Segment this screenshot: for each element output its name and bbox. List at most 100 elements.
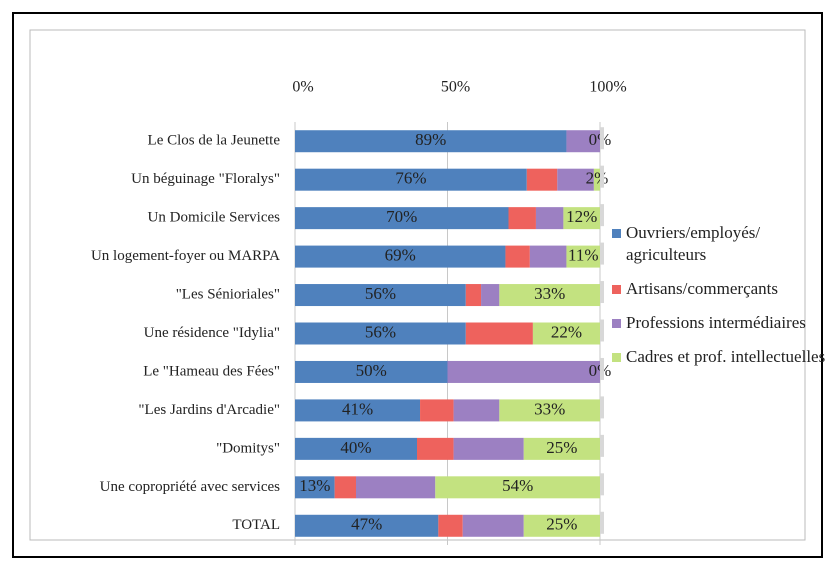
bar-depth [600,434,604,457]
bar-depth [600,511,604,534]
category-label: "Les Sénioriales" [176,286,280,302]
value-label: 11% [568,245,599,264]
bar-segment [295,284,466,307]
bar-segment [295,207,509,230]
bar-segment [462,514,524,537]
value-label: 50% [356,361,387,380]
x-tick-label: 100% [589,79,626,96]
category-label: Une copropriété avec services [100,479,280,495]
value-label: 13% [299,476,330,495]
legend: Ouvriers/employés/ agriculteurs Artisans/… [612,222,827,380]
bar-segment [356,476,436,499]
bar-segment [593,168,600,191]
legend-label: Artisans/commerçants [626,279,779,298]
bar-depth [600,473,604,496]
bar-segment [508,207,536,230]
bar-segment [505,245,530,268]
legend-label: Professions intermédiaires [626,313,806,332]
bar-segment [435,476,600,499]
bar-segment [481,284,500,307]
bar-segment [295,476,335,499]
bar-segment [417,437,454,460]
bar-segment [529,245,567,268]
value-label: 41% [342,399,373,418]
bar-segment [447,360,600,383]
value-label: 70% [386,207,417,226]
x-tick-label: 0% [292,79,313,96]
legend-label: Ouvriers/employés/ agriculteurs [626,223,761,264]
legend-item: Ouvriers/employés/ agriculteurs [612,222,827,266]
value-label: 56% [365,284,396,303]
bar-segment [453,399,500,422]
value-label: 40% [340,438,371,457]
category-label: TOTAL [232,517,280,533]
value-label: 22% [551,322,582,341]
value-label: 69% [385,245,416,264]
category-label: "Domitys" [216,440,280,456]
chart-frame [29,29,806,541]
value-label: 76% [395,169,426,188]
bar-segment [557,168,594,191]
value-label: 33% [534,284,565,303]
value-label: 25% [546,438,577,457]
bar-segment [295,130,567,153]
bar-segment [499,399,600,422]
legend-swatch [612,353,621,362]
bar-segment [526,168,558,191]
bar-depth [600,242,604,265]
bar-segment [499,284,600,307]
bar-segment [295,245,506,268]
bar-segment [523,514,600,537]
bar-segment [295,514,439,537]
category-label: Un logement-foyer ou MARPA [91,248,280,264]
bar-segment [295,360,448,383]
bar-segment [420,399,454,422]
bar-segment [535,207,564,230]
legend-item: Artisans/commerçants [612,278,827,300]
value-label: 54% [502,476,533,495]
legend-swatch [612,319,621,328]
category-label: "Les Jardins d'Arcadie" [138,402,280,418]
value-label: 89% [415,130,446,149]
bar-segment [295,168,527,191]
category-label: Le Clos de la Jeunette [148,133,281,149]
bar-depth [600,165,604,188]
value-label: 56% [365,322,396,341]
bar-segment [465,284,482,307]
bar-segment [295,437,417,460]
value-label: 2% [586,169,609,188]
category-label: Un Domicile Services [148,210,281,226]
legend-swatch [612,285,621,294]
category-label: Une résidence "Idylia" [144,325,280,341]
bar-segment [295,322,466,345]
bar-depth [600,127,604,150]
value-label: 12% [566,207,597,226]
value-label: 33% [534,399,565,418]
bar-segment [566,245,600,268]
bar-segment [563,207,600,230]
bar-segment [295,399,421,422]
bar-depth [600,396,604,419]
legend-item: Cadres et prof. intellectuelles [612,346,827,368]
x-tick-label: 50% [441,79,470,96]
outer-frame [12,12,823,558]
bar-segment [532,322,600,345]
value-label: 25% [546,515,577,534]
value-label: 47% [351,515,382,534]
legend-swatch [612,229,621,238]
bar-segment [453,437,524,460]
bar-segment [523,437,600,460]
bar-depth [600,281,604,304]
legend-item: Professions intermédiaires [612,312,827,334]
bar-segment [334,476,356,499]
bar-depth [600,357,604,380]
category-label: Un béguinage "Floralys" [131,171,280,187]
category-label: Le "Hameau des Fées" [143,363,280,379]
bar-segment [438,514,463,537]
bar-depth [600,319,604,342]
bar-depth [600,204,604,227]
legend-label: Cadres et prof. intellectuelles [626,347,826,366]
bar-segment [465,322,533,345]
